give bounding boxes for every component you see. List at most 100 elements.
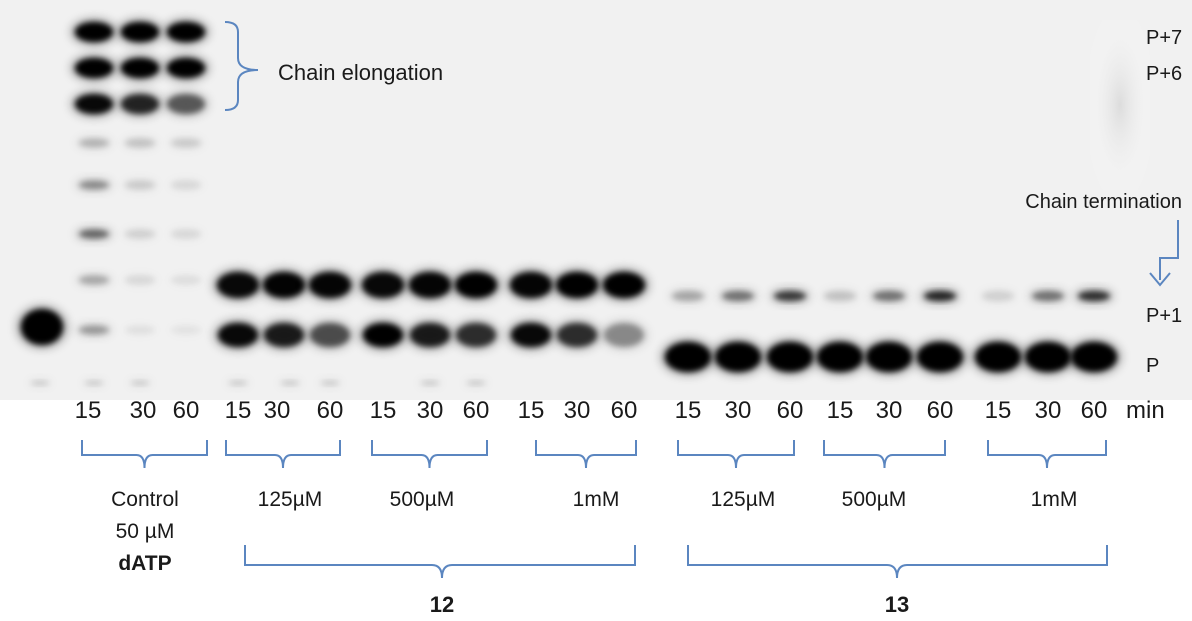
termination-arrowhead xyxy=(1149,272,1171,287)
gel-shadow xyxy=(1090,20,1150,190)
time-label: 60 xyxy=(1081,397,1108,424)
control-label-line3: dATP xyxy=(118,552,171,575)
band-label-p1: P+1 xyxy=(1146,305,1182,327)
termination-arrow xyxy=(1159,220,1179,280)
band-control-2-8 xyxy=(125,325,155,335)
time-label: 15 xyxy=(675,397,702,424)
band-control-1-1 xyxy=(71,19,117,45)
time-label: 30 xyxy=(1035,397,1062,424)
lane-group-bracket-7 xyxy=(987,440,1107,469)
compound-12-label: 12 xyxy=(430,592,454,617)
band-smudge-6 xyxy=(317,377,343,389)
band-13-p-7 xyxy=(971,339,1025,375)
lane-group-bracket-1 xyxy=(81,440,208,469)
band-control-2-7 xyxy=(125,275,155,285)
compound-13-label: 13 xyxy=(885,592,909,617)
concentration-label-13-125: 125µM xyxy=(711,488,776,511)
time-label: 30 xyxy=(725,397,752,424)
concentration-label-13-1mM: 1mM xyxy=(1031,488,1078,511)
band-13-p-9 xyxy=(1067,339,1121,375)
band-control-3-4 xyxy=(167,135,205,151)
band-control-3-7 xyxy=(171,275,201,285)
band-12-p1-4 xyxy=(358,269,408,301)
compound-12-bracket xyxy=(244,545,636,579)
band-13-p-1 xyxy=(661,339,715,375)
concentration-label-12-125: 125µM xyxy=(258,488,323,511)
time-label: 15 xyxy=(370,397,397,424)
band-12-p1-3 xyxy=(305,269,355,301)
band-control-1-3 xyxy=(71,91,117,117)
concentration-label-13-500: 500µM xyxy=(842,488,907,511)
band-control-2-4 xyxy=(121,135,159,151)
band-control-1-7 xyxy=(75,272,113,288)
band-control-2-1 xyxy=(117,19,163,45)
band-13-p-5 xyxy=(862,339,916,375)
band-control-3-2 xyxy=(163,55,209,81)
lane-group-bracket-5 xyxy=(677,440,795,469)
band-13-p1-4 xyxy=(820,288,860,304)
band-13-p-8 xyxy=(1021,339,1075,375)
time-label: 30 xyxy=(264,397,291,424)
band-control-1-8 xyxy=(75,322,113,338)
band-smudge-5 xyxy=(277,377,303,389)
lane-group-bracket-6 xyxy=(823,440,946,469)
time-label: 60 xyxy=(463,397,490,424)
band-smudge-4 xyxy=(225,377,251,389)
band-smudge-3 xyxy=(127,377,153,389)
band-12-p1-2 xyxy=(259,269,309,301)
band-12-p1-7 xyxy=(506,269,556,301)
band-13-p1-7 xyxy=(982,291,1014,301)
time-label: 60 xyxy=(611,397,638,424)
band-13-p1-6 xyxy=(920,288,960,304)
band-control-2-3 xyxy=(117,91,163,117)
band-control-1-5 xyxy=(75,177,113,193)
band-12-p1-8 xyxy=(552,269,602,301)
band-control-2-5 xyxy=(121,177,159,193)
time-label: 15 xyxy=(827,397,854,424)
concentration-label-12-500: 500µM xyxy=(390,488,455,511)
band-label-p: P xyxy=(1146,355,1159,377)
time-unit-label: min xyxy=(1126,397,1165,424)
time-label: 15 xyxy=(518,397,545,424)
lane-group-bracket-3 xyxy=(371,440,488,469)
gel-image xyxy=(0,0,1192,400)
compound-13-bracket xyxy=(687,545,1108,579)
band-smudge-7 xyxy=(417,377,443,389)
band-control-3-8 xyxy=(171,325,201,335)
band-12-p-4 xyxy=(359,320,407,350)
band-smudge-1 xyxy=(27,377,53,389)
band-13-p-2 xyxy=(711,339,765,375)
time-label: 60 xyxy=(927,397,954,424)
band-12-p-5 xyxy=(406,320,454,350)
lane-group-bracket-4 xyxy=(535,440,637,469)
band-12-p1-1 xyxy=(213,269,263,301)
time-label: 15 xyxy=(225,397,252,424)
band-control-1-6 xyxy=(75,226,113,242)
time-label: 30 xyxy=(876,397,903,424)
band-12-p1-9 xyxy=(599,269,649,301)
time-label: 30 xyxy=(417,397,444,424)
time-label: 15 xyxy=(985,397,1012,424)
elongation-bracket xyxy=(224,21,259,111)
band-13-p-6 xyxy=(913,339,967,375)
band-12-p-9 xyxy=(600,320,648,350)
band-13-p1-9 xyxy=(1074,288,1114,304)
band-12-p-1 xyxy=(214,320,262,350)
time-label: 60 xyxy=(317,397,344,424)
band-12-p1-6 xyxy=(451,269,501,301)
band-control-1-4 xyxy=(75,135,113,151)
band-control-3-5 xyxy=(171,180,201,190)
band-smudge-8 xyxy=(463,377,489,389)
elongation-label: Chain elongation xyxy=(278,60,443,85)
band-control-3-6 xyxy=(171,229,201,239)
group-brackets xyxy=(81,440,1107,469)
time-label: 15 xyxy=(75,397,102,424)
band-12-p-8 xyxy=(553,320,601,350)
band-12-p-7 xyxy=(507,320,555,350)
band-control-3-3 xyxy=(163,91,209,117)
band-12-p-6 xyxy=(452,320,500,350)
time-labels: 15 30 60 15 30 60 15 30 60 15 30 60 15 30 60 15 30 60 15 30… xyxy=(75,397,1108,424)
band-13-p1-3 xyxy=(770,288,810,304)
band-12-p1-5 xyxy=(405,269,455,301)
